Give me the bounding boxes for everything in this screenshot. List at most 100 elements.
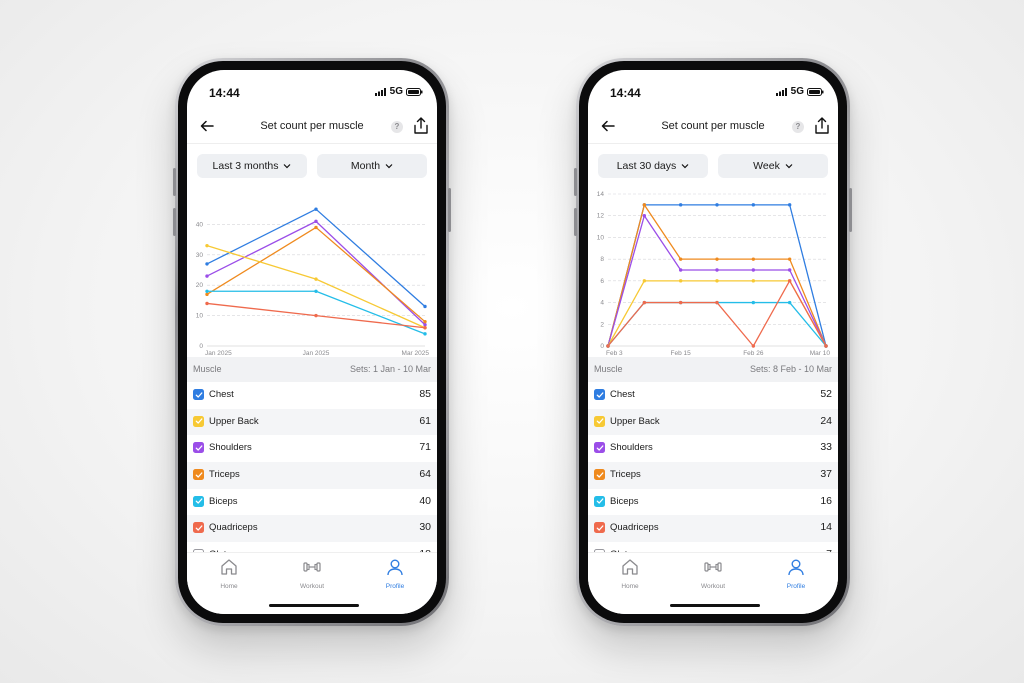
check-icon	[195, 445, 202, 451]
volume-down-button	[173, 208, 176, 236]
checkbox[interactable]	[193, 442, 204, 454]
tab-profile[interactable]: Profile	[766, 557, 826, 590]
data-point-chest	[678, 203, 683, 207]
status-bar: 14:44 5G	[588, 70, 838, 110]
share-icon[interactable]	[814, 117, 830, 135]
list-item[interactable]: Biceps 40	[187, 489, 437, 516]
signal-icon	[375, 88, 386, 96]
series-line-shoulders	[206, 220, 426, 326]
tab-workout[interactable]: Workout	[683, 557, 743, 590]
check-icon	[195, 525, 202, 531]
checkbox[interactable]	[594, 389, 605, 400]
period-label: Week	[753, 160, 780, 172]
series-line-quadriceps	[607, 280, 827, 347]
list-item[interactable]: Shoulders 33	[588, 435, 838, 462]
checkbox[interactable]	[193, 415, 204, 427]
back-arrow-icon[interactable]	[199, 118, 215, 134]
list-item[interactable]: Quadriceps 14	[588, 515, 838, 543]
checkbox[interactable]	[594, 469, 605, 481]
muscle-name: Triceps	[209, 469, 240, 481]
screen: 14:44 5G Set count per muscle ?	[187, 70, 437, 614]
period-dropdown[interactable]: Week	[718, 154, 828, 178]
y-tick-label: 6	[600, 278, 604, 285]
data-point-upper-back	[205, 243, 209, 248]
data-point-triceps	[715, 257, 719, 261]
chevron-down-icon	[785, 164, 793, 169]
series-line-triceps	[607, 204, 827, 347]
list-item[interactable]: Upper Back 61	[187, 408, 437, 436]
set-count: 30	[419, 521, 431, 534]
data-point-upper-back	[715, 279, 719, 283]
tab-label: Workout	[299, 583, 325, 590]
column-muscle: Muscle	[193, 364, 222, 374]
muscle-list: Chest 85 Upper Back 61 Shoulders 71 Triceps 64 B…	[187, 382, 437, 569]
data-point-quadriceps	[824, 344, 828, 348]
home-icon	[221, 559, 237, 575]
set-count: 24	[820, 414, 832, 427]
list-item[interactable]: Upper Back 24	[588, 408, 838, 436]
tab-home[interactable]: Home	[600, 557, 660, 590]
battery-icon	[406, 88, 423, 96]
phone-bezel: 14:44 5G Set count per muscle ?	[178, 61, 446, 623]
list-item[interactable]: Chest 52	[588, 382, 838, 409]
column-muscle: Muscle	[594, 364, 623, 374]
check-icon	[596, 445, 603, 451]
list-item[interactable]: Quadriceps 30	[187, 515, 437, 543]
data-point-quadriceps	[715, 300, 719, 305]
back-arrow-icon[interactable]	[600, 118, 616, 134]
list-item[interactable]: Triceps 37	[588, 462, 838, 489]
status-time: 14:44	[610, 86, 641, 100]
set-count: 37	[820, 468, 832, 481]
data-point-triceps	[205, 292, 209, 297]
y-tick-label: 0	[600, 343, 604, 350]
checkbox[interactable]	[594, 495, 605, 507]
data-point-chest	[715, 203, 719, 207]
checkbox[interactable]	[193, 469, 204, 481]
muscle-name: Chest	[610, 389, 635, 400]
checkbox[interactable]	[193, 495, 204, 507]
data-point-quadriceps	[678, 300, 683, 305]
y-tick-label: 10	[196, 313, 204, 320]
range-dropdown[interactable]: Last 30 days	[598, 154, 708, 178]
help-icon[interactable]: ?	[792, 121, 804, 133]
check-icon	[195, 391, 202, 398]
range-dropdown[interactable]: Last 3 months	[197, 154, 307, 178]
chevron-down-icon	[681, 164, 689, 169]
checkbox[interactable]	[193, 522, 204, 534]
data-point-quadriceps	[606, 344, 610, 348]
list-item[interactable]: Biceps 16	[588, 489, 838, 516]
nav-header: Set count per muscle ?	[588, 110, 838, 144]
share-icon[interactable]	[413, 117, 429, 135]
range-label: Last 3 months	[212, 160, 279, 172]
muscle-name: Chest	[209, 389, 234, 400]
data-point-triceps	[423, 319, 427, 324]
list-item[interactable]: Triceps 64	[187, 462, 437, 489]
checkbox[interactable]	[193, 389, 204, 400]
list-item[interactable]: Chest 85	[187, 382, 437, 409]
tab-profile[interactable]: Profile	[365, 557, 425, 590]
data-point-shoulders	[314, 219, 318, 224]
tab-home[interactable]: Home	[199, 557, 259, 590]
help-icon[interactable]: ?	[391, 121, 403, 133]
filter-bar: Last 30 days Week	[598, 154, 828, 178]
data-point-shoulders	[642, 214, 647, 218]
y-tick-label: 8	[600, 256, 604, 263]
muscle-name: Upper Back	[209, 415, 259, 427]
data-point-chest	[423, 304, 427, 309]
tab-workout[interactable]: Workout	[282, 557, 342, 590]
checkbox[interactable]	[594, 442, 605, 454]
set-count: 71	[419, 441, 431, 454]
period-dropdown[interactable]: Month	[317, 154, 427, 178]
signal-icon	[776, 88, 787, 96]
dumbbell-icon	[303, 562, 321, 572]
checkbox[interactable]	[594, 415, 605, 427]
list-item[interactable]: Shoulders 71	[187, 435, 437, 462]
y-tick-label: 30	[196, 252, 204, 259]
checkbox[interactable]	[594, 522, 605, 534]
set-count: 14	[820, 521, 832, 534]
muscle-name: Biceps	[610, 495, 639, 507]
volume-up-button	[173, 168, 176, 196]
check-icon	[596, 391, 603, 398]
range-label: Last 30 days	[616, 160, 677, 172]
data-point-upper-back	[314, 277, 318, 281]
